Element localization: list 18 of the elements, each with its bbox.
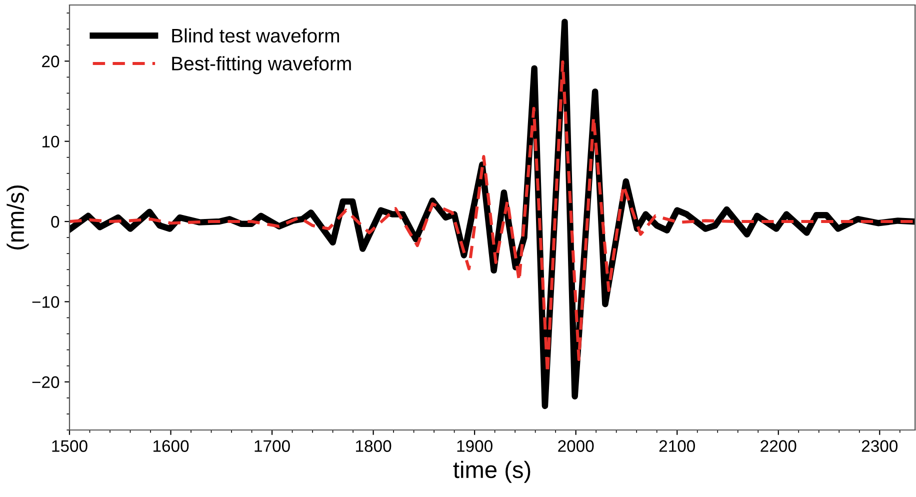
x-tick-label: 1700: [254, 440, 290, 452]
x-tick-label: 2300: [862, 440, 898, 452]
x-tick-label: 2100: [659, 440, 695, 452]
legend-label: Best-fitting waveform: [172, 56, 351, 74]
x-tick-label: 1600: [154, 440, 189, 452]
x-tick-label: 1900: [457, 440, 492, 452]
x-tick-label: 2000: [558, 440, 594, 452]
y-tick-label: −20: [32, 376, 60, 388]
y-axis-title: (nm/s): [6, 186, 29, 250]
x-tick-label: 1800: [356, 440, 392, 452]
y-tick-label: 10: [42, 136, 60, 148]
x-tick-label: 2200: [760, 440, 796, 452]
y-tick-label: 0: [51, 216, 60, 228]
legend-label: Blind test waveform: [172, 28, 339, 43]
y-tick-label: 20: [42, 56, 60, 68]
x-axis-title: time (s): [453, 460, 530, 483]
y-tick-label: −10: [32, 296, 60, 308]
x-tick-label: 1500: [52, 440, 88, 452]
